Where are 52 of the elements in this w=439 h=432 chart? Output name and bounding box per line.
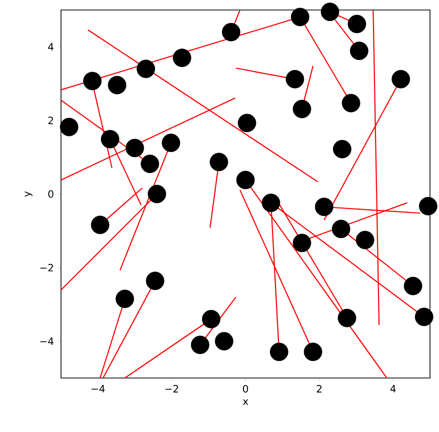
point [270, 342, 288, 362]
point [172, 48, 192, 68]
y-tick-label: −2 [40, 264, 53, 272]
y-tick-label: 0 [48, 190, 54, 198]
point [222, 22, 240, 42]
point [342, 94, 360, 112]
point [136, 60, 156, 78]
point [238, 114, 256, 132]
point [314, 198, 334, 216]
point [348, 14, 366, 34]
point [290, 8, 310, 26]
point [332, 140, 352, 158]
point [140, 154, 160, 174]
point [356, 230, 374, 250]
point [116, 290, 134, 308]
point [60, 118, 78, 136]
point [320, 2, 340, 22]
point [414, 308, 434, 326]
point [90, 216, 110, 234]
point [108, 76, 126, 94]
x-axis-title: x [242, 399, 248, 405]
y-axis-title: y [24, 191, 32, 197]
point [350, 42, 368, 60]
point [162, 134, 180, 152]
point [338, 308, 356, 328]
point [210, 152, 228, 172]
point [100, 130, 120, 148]
y-tick-label: 2 [48, 116, 53, 124]
point [286, 70, 304, 88]
y-tick-label: 4 [48, 43, 54, 50]
point [292, 100, 312, 118]
point [146, 272, 164, 290]
x-tick-label: −4 [92, 385, 105, 392]
point [332, 220, 350, 238]
point [404, 276, 422, 296]
point [262, 194, 280, 212]
point [148, 184, 166, 204]
point [304, 342, 322, 362]
point [214, 332, 234, 350]
point [83, 72, 102, 90]
point [392, 70, 410, 88]
point [292, 234, 312, 252]
point [418, 196, 438, 216]
point [126, 138, 144, 158]
y-tick-label: −4 [40, 338, 54, 345]
x-tick-label: −2 [165, 385, 178, 392]
point [202, 310, 220, 328]
point [190, 336, 210, 354]
point [236, 170, 255, 190]
x-tick-label: 2 [316, 385, 322, 392]
x-tick-label: 4 [390, 385, 396, 392]
x-tick-label: 0 [242, 385, 248, 393]
